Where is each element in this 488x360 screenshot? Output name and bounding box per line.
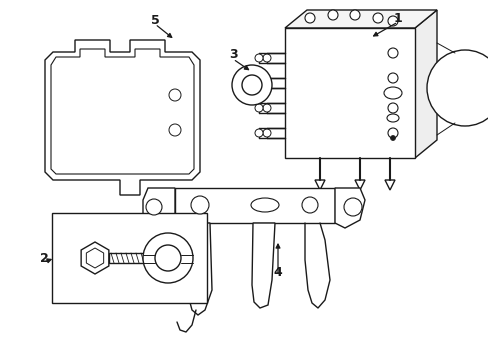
Polygon shape <box>354 180 364 190</box>
Polygon shape <box>81 242 109 274</box>
Circle shape <box>343 198 361 216</box>
Bar <box>175 188 334 223</box>
Polygon shape <box>251 223 274 308</box>
Polygon shape <box>185 223 212 315</box>
Circle shape <box>254 54 263 62</box>
Text: 3: 3 <box>228 49 237 62</box>
Bar <box>285 28 414 158</box>
Circle shape <box>142 233 193 283</box>
Text: 4: 4 <box>273 266 282 279</box>
Circle shape <box>231 65 271 105</box>
Text: 2: 2 <box>40 252 48 265</box>
Polygon shape <box>86 248 103 268</box>
Ellipse shape <box>386 114 398 122</box>
Circle shape <box>191 196 208 214</box>
Polygon shape <box>384 180 394 190</box>
Bar <box>52 213 206 303</box>
Polygon shape <box>334 188 364 228</box>
Circle shape <box>387 48 397 58</box>
Circle shape <box>302 197 317 213</box>
Circle shape <box>426 50 488 126</box>
Text: 5: 5 <box>150 13 159 27</box>
Circle shape <box>327 10 337 20</box>
Ellipse shape <box>250 198 279 212</box>
Circle shape <box>169 89 181 101</box>
Polygon shape <box>45 40 200 195</box>
Circle shape <box>263 129 270 137</box>
Circle shape <box>155 245 181 271</box>
Ellipse shape <box>383 87 401 99</box>
Circle shape <box>387 73 397 83</box>
Circle shape <box>254 104 263 112</box>
Circle shape <box>372 13 382 23</box>
Circle shape <box>390 135 395 140</box>
Circle shape <box>349 10 359 20</box>
Circle shape <box>387 103 397 113</box>
Circle shape <box>242 75 262 95</box>
Circle shape <box>387 16 397 26</box>
Circle shape <box>146 199 162 215</box>
Polygon shape <box>51 49 194 174</box>
Circle shape <box>263 104 270 112</box>
Circle shape <box>169 124 181 136</box>
Circle shape <box>254 79 263 87</box>
Polygon shape <box>285 10 436 28</box>
Polygon shape <box>314 180 325 190</box>
Polygon shape <box>414 10 436 158</box>
Circle shape <box>305 13 314 23</box>
Bar <box>109 253 143 263</box>
Circle shape <box>254 129 263 137</box>
Polygon shape <box>142 188 175 228</box>
Circle shape <box>263 54 270 62</box>
Circle shape <box>387 128 397 138</box>
Text: 1: 1 <box>393 12 402 24</box>
Circle shape <box>263 79 270 87</box>
